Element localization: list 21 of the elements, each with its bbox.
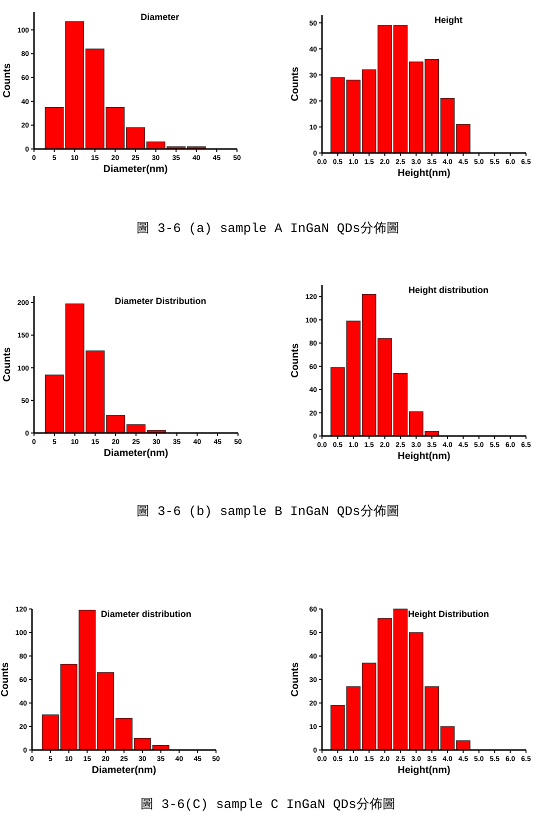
chart-title: Diameter — [140, 12, 180, 22]
y-axis-title: Counts — [290, 66, 301, 102]
x-axis-title: Diameter(nm) — [103, 164, 168, 175]
x-axis-title: Height(nm) — [398, 451, 450, 462]
y-axis-title: Counts — [2, 346, 13, 382]
chart-title: Height distribution — [408, 285, 488, 295]
chart-title: Height Distribution — [408, 609, 489, 619]
x-axis-title: Diameter(nm) — [104, 448, 168, 459]
caption: 圖 3-6(C) sample C InGaN QDs分佈圖 — [140, 797, 396, 812]
x-axis-title: Height(nm) — [398, 168, 450, 179]
y-axis-title: Counts — [2, 62, 13, 98]
chart-title: Diameter distribution — [100, 609, 192, 619]
x-axis-title: Diameter(nm) — [92, 765, 156, 776]
caption: 圖 3-6 (a) sample A InGaN QDs分佈圖 — [136, 221, 400, 236]
y-axis-title: Counts — [290, 342, 301, 378]
chart-title: Diameter Distribution — [114, 296, 206, 306]
x-axis-title: Height(nm) — [398, 765, 450, 776]
caption: 圖 3-6 (b) sample B InGaN QDs分佈圖 — [136, 504, 400, 519]
y-axis-title: Counts — [290, 662, 301, 697]
y-axis-title: Counts — [0, 662, 11, 697]
chart-title: Height — [434, 15, 462, 25]
